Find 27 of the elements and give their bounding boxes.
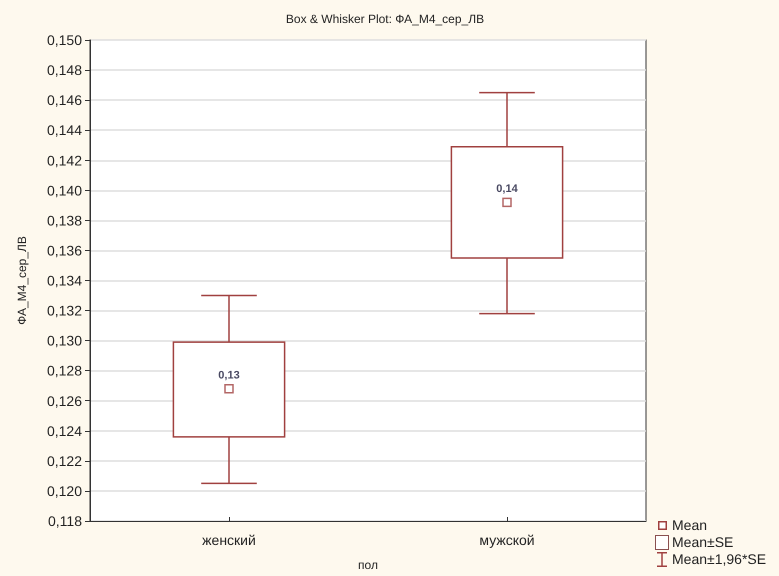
y-tick-label: 0,124 <box>46 422 82 439</box>
y-tick-label: 0,146 <box>46 92 82 108</box>
y-tick-label: 0,140 <box>46 182 82 198</box>
text: 0,14 <box>496 183 518 196</box>
x-tick-label: женский <box>202 532 256 548</box>
text: Mean <box>672 517 708 534</box>
y-tick-label: 0,130 <box>46 332 82 349</box>
y-tick-label: 0,120 <box>46 482 82 499</box>
y-tick-label: 0,144 <box>46 122 82 138</box>
y-tick-label: 0,122 <box>46 452 82 469</box>
y-tick-label: 0,128 <box>46 362 82 379</box>
text: 0,13 <box>218 369 240 382</box>
y-tick-label: 0,148 <box>46 62 82 78</box>
y-tick-label: 0,150 <box>46 32 82 48</box>
chart-title: Box & Whisker Plot: ФА_М4_сер_ЛВ <box>286 12 484 26</box>
y-tick-label: 0,132 <box>46 302 82 319</box>
y-tick-label: 0,126 <box>46 392 82 409</box>
y-tick-label: 0,134 <box>46 272 82 288</box>
y-tick-label: 0,118 <box>48 513 82 529</box>
y-tick-label: 0,142 <box>46 152 82 168</box>
x-axis-title: пол <box>358 558 378 572</box>
x-tick-label: мужской <box>479 532 535 548</box>
text: Mean±SE <box>672 534 734 551</box>
y-tick-label: 0,136 <box>46 242 82 258</box>
text: Mean±1,96*SE <box>672 551 766 568</box>
y-axis-title: ФА_М4_сер_ЛВ <box>15 236 29 325</box>
y-tick-label: 0,138 <box>46 212 82 228</box>
